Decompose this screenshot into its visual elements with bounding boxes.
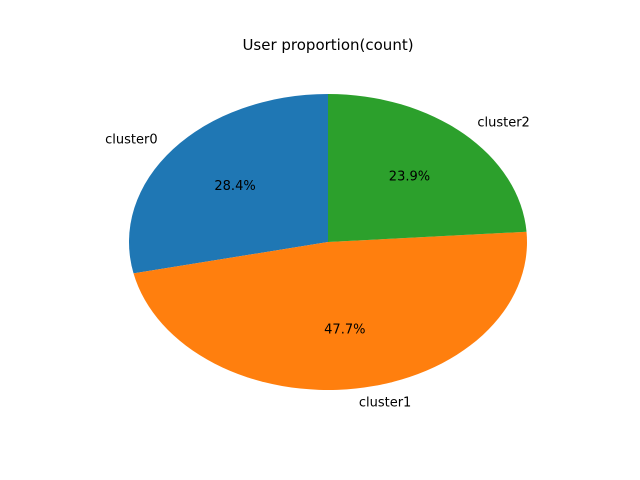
pie-slice-cluster2 — [328, 94, 527, 242]
percent-label-cluster0: 28.4% — [214, 179, 255, 194]
chart-title: User proportion(count) — [242, 36, 413, 54]
slice-label-cluster0: cluster0 — [105, 132, 157, 147]
slice-label-cluster1: cluster1 — [359, 396, 411, 411]
percent-label-cluster1: 47.7% — [324, 322, 365, 337]
percent-label-cluster2: 23.9% — [389, 170, 430, 185]
slice-label-cluster2: cluster2 — [477, 115, 529, 130]
pie-labels: cluster0 28.4% cluster1 47.7% cluster2 23.9% — [105, 115, 530, 410]
pie-slice-cluster0 — [128, 94, 328, 274]
pie-slice-cluster1 — [133, 231, 528, 391]
pie-slices — [128, 94, 528, 391]
